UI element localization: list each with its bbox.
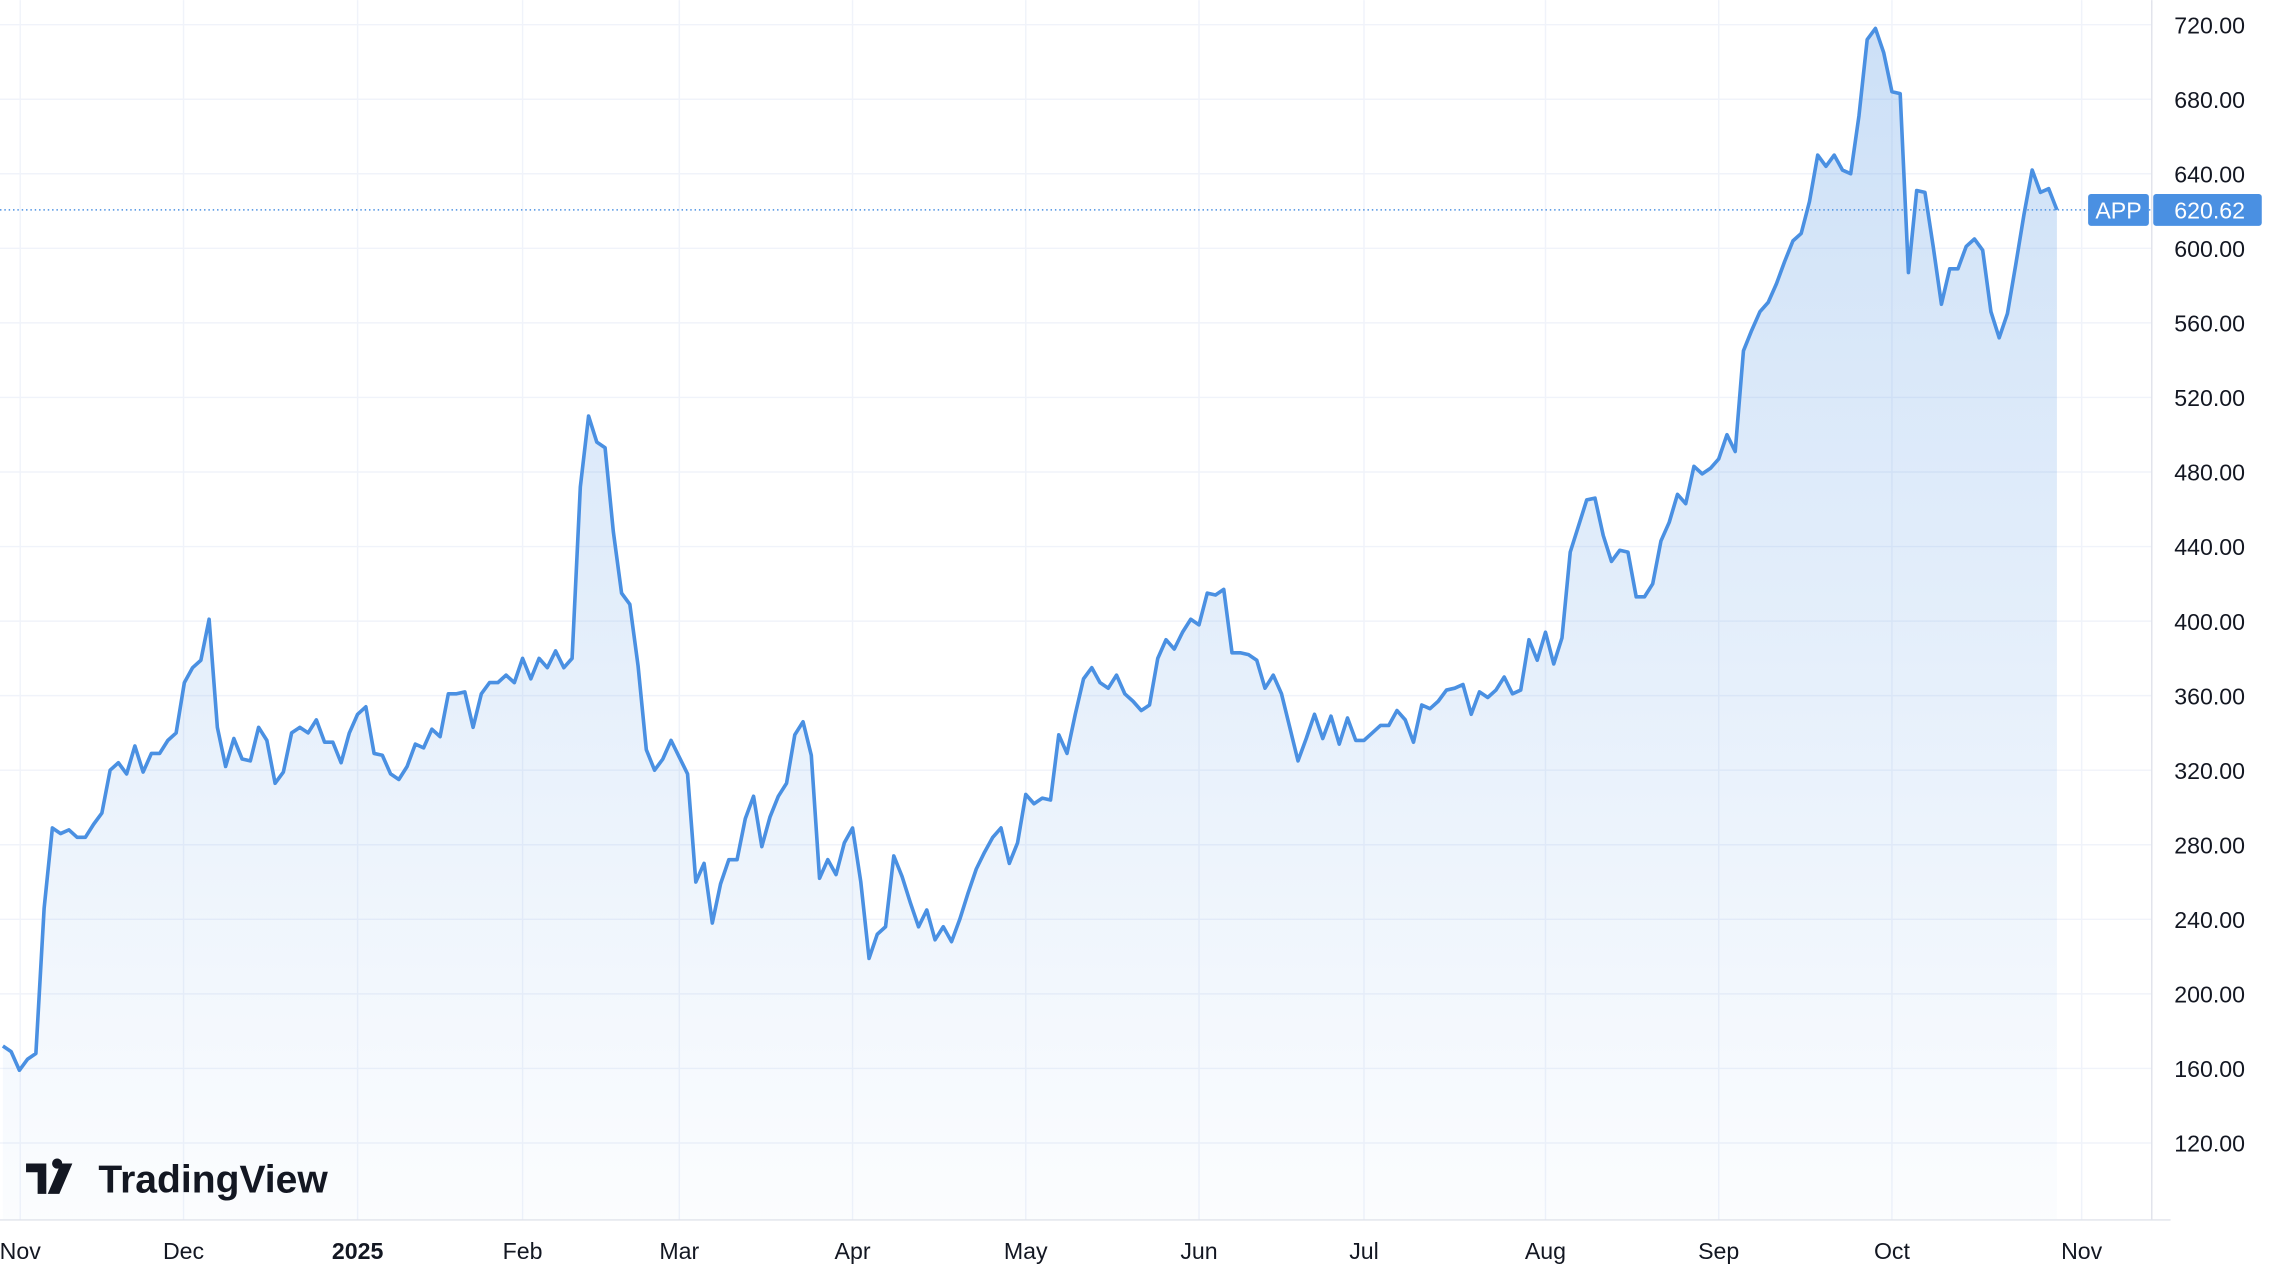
y-tick-label: 720.00 [2174, 12, 2245, 38]
logo-text: TradingView [98, 1158, 328, 1201]
x-tick-label: Mar [659, 1238, 699, 1264]
y-tick-label: 640.00 [2174, 161, 2245, 187]
x-tick-label: Jul [1349, 1238, 1379, 1264]
x-tick-label: Apr [835, 1238, 871, 1264]
y-tick-label: 600.00 [2174, 236, 2245, 262]
x-tick-label: May [1004, 1238, 1048, 1264]
price-badge [2153, 193, 2262, 226]
symbol-badge [2088, 193, 2149, 226]
x-tick-label: 2025 [332, 1238, 384, 1264]
logo: TradingView [26, 1158, 328, 1201]
y-tick-label: 160.00 [2174, 1056, 2245, 1082]
y-tick-label: 240.00 [2174, 907, 2245, 933]
y-tick-label: 120.00 [2174, 1131, 2245, 1157]
x-tick-label: Nov [0, 1238, 41, 1264]
y-tick-label: 440.00 [2174, 534, 2245, 560]
x-tick-label: Oct [1874, 1238, 1911, 1264]
x-tick-label: Feb [503, 1238, 543, 1264]
x-tick-label: Jun [1180, 1238, 1217, 1264]
y-tick-label: 320.00 [2174, 758, 2245, 784]
price-label: 620.62 [2174, 198, 2245, 224]
y-tick-label: 360.00 [2174, 683, 2245, 709]
y-tick-label: 680.00 [2174, 87, 2245, 113]
y-tick-label: 280.00 [2174, 832, 2245, 858]
x-tick-label: Dec [163, 1238, 204, 1264]
area [2, 28, 2057, 1220]
x-tick-label: Sep [1698, 1238, 1739, 1264]
plot [0, 26, 2152, 1220]
price-line [1, 26, 2059, 1073]
x-tick-label: Aug [1525, 1238, 1566, 1264]
y-tick-label: 400.00 [2174, 609, 2245, 635]
y-tick-label: 480.00 [2174, 460, 2245, 486]
symbol-label: APP [2095, 198, 2141, 224]
axis-labels: 120.00 160.00 200.00 240.00 280.00 320.00 360.… [0, 12, 2262, 1264]
logo-icon [26, 1158, 73, 1194]
y-tick-label: 520.00 [2174, 385, 2245, 411]
y-tick-label: 560.00 [2174, 311, 2245, 337]
y-tick-label: 200.00 [2174, 982, 2245, 1008]
x-tick-label: Nov [2061, 1238, 2103, 1264]
